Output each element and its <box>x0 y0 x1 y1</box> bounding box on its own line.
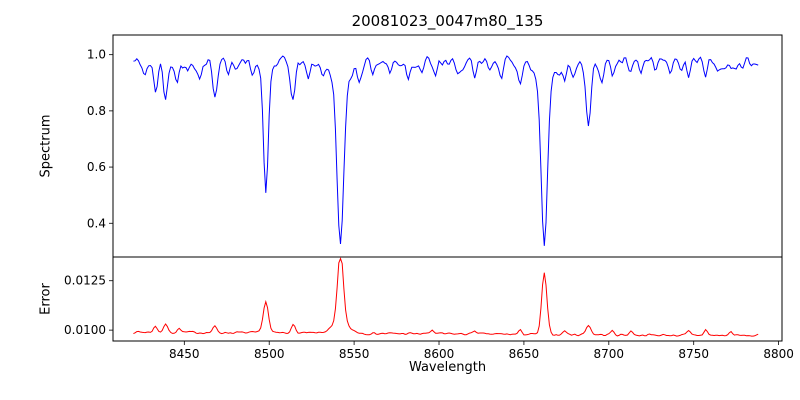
chart-title: 20081023_0047m80_135 <box>351 12 544 30</box>
x-tick-label: 8600 <box>424 347 455 361</box>
error-panel-border <box>112 256 783 342</box>
x-tick-label: 8450 <box>169 347 200 361</box>
error-y-tick-label: 0.0100 <box>64 323 106 337</box>
spectrum-y-axis-label: Spectrum <box>38 114 54 178</box>
spectrum-y-tick-label: 0.4 <box>87 216 106 230</box>
x-tick-label: 8550 <box>339 347 370 361</box>
spectrum-y-tick-label: 0.6 <box>87 160 106 174</box>
spectrum-line <box>133 55 759 246</box>
x-tick-label: 8500 <box>254 347 285 361</box>
x-tick-label: 8650 <box>509 347 540 361</box>
x-tick-label: 8800 <box>763 347 794 361</box>
error-line <box>133 257 759 337</box>
x-axis-label: Wavelength <box>408 360 487 375</box>
x-tick-label: 8750 <box>678 347 709 361</box>
x-tick-label: 8700 <box>594 347 625 361</box>
spectrum-y-tick-label: 1.0 <box>87 48 106 62</box>
spectrum-panel-border <box>112 34 783 258</box>
spectrum-y-tick-label: 0.8 <box>87 104 106 118</box>
error-y-axis-label: Error <box>38 283 54 315</box>
error-y-tick-label: 0.0125 <box>64 274 106 288</box>
